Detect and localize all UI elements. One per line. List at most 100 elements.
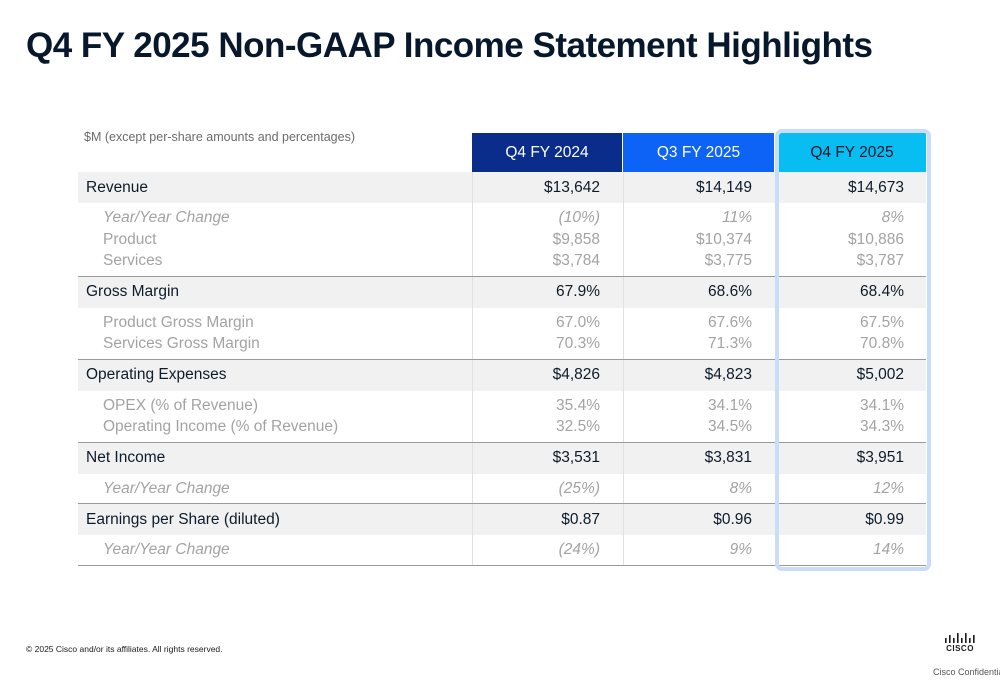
row-value-cell: 8% $10,886 $3,787 (778, 203, 926, 276)
row-label-cell: Revenue (78, 172, 472, 203)
table-header-row: Q4 FY 2024 Q3 FY 2025 Q4 FY 2025 (78, 133, 926, 172)
table-row: Earnings per Share (diluted) $0.87 $0.96 $0… (78, 504, 926, 535)
row-label-cell: OPEX (% of Revenue) Operating Income (% o… (78, 391, 472, 442)
row-value: $4,826 (552, 366, 600, 383)
row-value-cell: (24%) (472, 535, 622, 565)
copyright-notice: © 2025 Cisco and/or its affiliates. All … (26, 644, 223, 654)
row-value: 9% (729, 541, 752, 558)
row-value: $0.99 (865, 510, 904, 528)
row-value-cell: $14,673 (778, 172, 926, 203)
row-value: 8% (729, 479, 752, 497)
row-label: Services (103, 252, 163, 269)
row-label-cell: Year/Year Change (78, 474, 472, 504)
row-label: Services Gross Margin (103, 335, 260, 352)
row-value: (25%) (558, 479, 600, 497)
row-label-cell: Year/Year Change (78, 535, 472, 565)
row-value: $3,787 (856, 252, 904, 269)
row-value-cell: 68.4% (778, 277, 926, 308)
row-value: 32.5% (556, 418, 600, 435)
row-value: $3,531 (552, 449, 600, 466)
row-value-cell: 67.9% (472, 276, 622, 308)
row-value-cell: $5,002 (778, 360, 926, 391)
cisco-logo-text: CISCO (946, 644, 974, 653)
cisco-bars-icon (945, 633, 975, 643)
row-label: Operating Expenses (86, 366, 227, 383)
row-value-cell: (10%) $9,858 $3,784 (472, 203, 622, 276)
row-label-cell: Year/Year Change Product Services (78, 203, 472, 276)
row-value: 11% (722, 209, 752, 226)
row-value-cell: 67.5% 70.8% (778, 308, 926, 359)
column-header-q3-fy2025: Q3 FY 2025 (623, 133, 774, 172)
row-value-cell: $0.99 (778, 504, 926, 535)
row-label-cell: Earnings per Share (diluted) (78, 504, 472, 535)
row-value: 71.3% (708, 335, 752, 352)
row-value: 67.5% (860, 313, 904, 331)
table-detail-row-group: Product Gross Margin Services Gross Margi… (78, 307, 926, 360)
row-value: $3,784 (552, 252, 600, 269)
row-label-cell: Product Gross Margin Services Gross Margi… (78, 308, 472, 359)
row-value-cell: $13,642 (472, 172, 622, 203)
row-value: $4,823 (704, 366, 752, 383)
confidential-label: Cisco Confidential (933, 667, 1000, 677)
row-label: Gross Margin (86, 283, 180, 300)
row-value-cell: 9% (623, 535, 774, 565)
row-value: 34.1% (708, 396, 752, 414)
row-value: $3,951 (856, 449, 904, 466)
row-value: 34.3% (860, 418, 904, 435)
row-value-cell: 35.4% 32.5% (472, 390, 622, 442)
row-label: OPEX (% of Revenue) (103, 396, 259, 414)
row-value-cell: $0.96 (623, 504, 774, 535)
row-value: 67.6% (708, 313, 752, 331)
row-label-cell: Net Income (78, 443, 472, 474)
row-value-cell: 14% (778, 535, 926, 565)
row-value-cell: 34.1% 34.5% (623, 390, 774, 442)
cisco-logo: CISCO (944, 632, 976, 656)
table-body: Revenue $13,642 $14,149 $14,673 Year/Year Ch… (78, 172, 926, 566)
table-detail-row-group: Year/Year Change (24%) 9% 14% (78, 535, 926, 566)
row-value-cell: $14,149 (623, 172, 774, 203)
row-value: 67.0% (556, 313, 600, 331)
row-value: $3,775 (704, 252, 752, 269)
table-row: Revenue $13,642 $14,149 $14,673 (78, 172, 926, 203)
row-label: Revenue (86, 178, 149, 196)
row-value-cell: $4,823 (623, 359, 774, 391)
table-row: Operating Expenses $4,826 $4,823 $5,002 (78, 359, 926, 391)
row-value: 70.8% (860, 335, 904, 352)
row-value: 35.4% (556, 396, 600, 414)
row-value: $14,149 (695, 178, 752, 196)
column-header-q4-fy2025: Q4 FY 2025 (778, 133, 926, 172)
row-value-cell: $3,831 (623, 442, 774, 474)
row-value: 34.1% (860, 396, 904, 414)
row-label: Year/Year Change (103, 541, 230, 558)
row-value: $5,002 (856, 366, 904, 383)
row-value: 67.9% (556, 283, 600, 300)
column-header-q4-fy2024: Q4 FY 2024 (472, 133, 622, 172)
table-detail-row-group: OPEX (% of Revenue) Operating Income (% o… (78, 390, 926, 443)
table-units-note: $M (except per-share amounts and percent… (84, 130, 355, 144)
row-label: Earnings per Share (diluted) (86, 510, 280, 528)
row-value: $14,673 (847, 178, 904, 196)
table-row: Gross Margin 67.9% 68.6% 68.4% (78, 276, 926, 308)
row-value-cell: $3,951 (778, 443, 926, 474)
row-label: Year/Year Change (103, 479, 230, 497)
table-detail-row-group: Year/Year Change (25%) 8% 12% (78, 473, 926, 504)
row-value: 70.3% (556, 335, 600, 352)
row-value-cell: $3,531 (472, 442, 622, 474)
row-value: $10,374 (695, 230, 752, 248)
row-value: 8% (881, 209, 904, 226)
row-value: $9,858 (552, 230, 600, 248)
row-value: 12% (872, 479, 904, 497)
row-value-cell: 67.0% 70.3% (472, 307, 622, 359)
row-value: (24%) (558, 541, 600, 558)
row-label-cell: Gross Margin (78, 277, 472, 308)
page-title: Q4 FY 2025 Non-GAAP Income Statement Hig… (26, 26, 873, 65)
row-value-cell: $0.87 (472, 504, 622, 535)
row-value-cell: 11% $10,374 $3,775 (623, 203, 774, 276)
row-value-cell: 12% (778, 474, 926, 504)
income-statement-table: Q4 FY 2024 Q3 FY 2025 Q4 FY 2025 Revenue… (78, 133, 926, 566)
row-value: 34.5% (708, 418, 752, 435)
row-value: $0.96 (713, 510, 752, 528)
row-value-cell: (25%) (472, 473, 622, 503)
row-label: Operating Income (% of Revenue) (103, 418, 339, 435)
row-value: 68.4% (860, 283, 904, 300)
